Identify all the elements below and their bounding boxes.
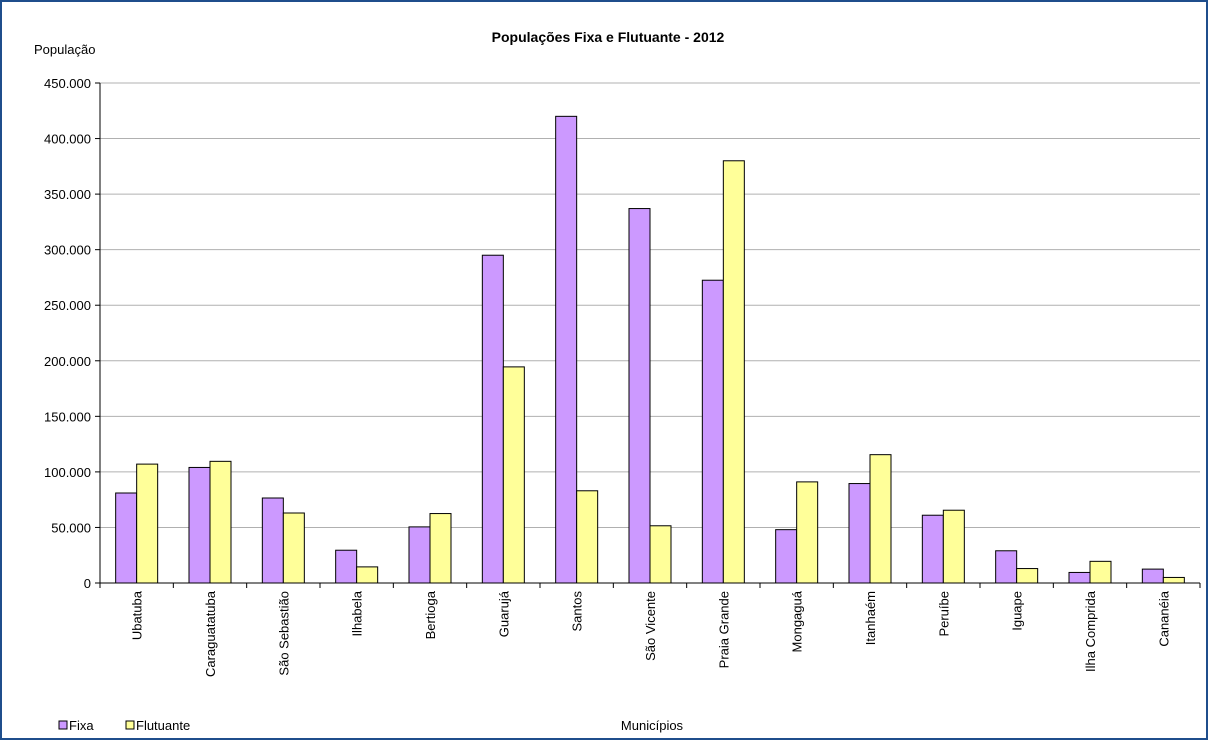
bar-fixa <box>188 466 211 584</box>
bar-fixa <box>848 483 871 584</box>
bar-fixa <box>1141 568 1164 584</box>
bar-fixa <box>921 514 944 584</box>
x-category-label: Bertioga <box>423 590 438 639</box>
bar-flutuante <box>356 566 379 584</box>
y-tick-label: 450.000 <box>44 76 91 91</box>
bar-flutuante <box>1089 560 1112 584</box>
bar-flutuante <box>502 366 525 584</box>
y-tick-label: 350.000 <box>44 187 91 202</box>
bar-fixa <box>701 279 724 584</box>
x-category-label: Cananéia <box>1156 590 1171 646</box>
bar-fixa <box>995 550 1018 584</box>
x-category-label: Itanhaém <box>863 591 878 645</box>
axes-layer: 0 50.000 100.000 150.000 200.000 250.000 300.0… <box>44 76 1201 677</box>
x-category-label: Santos <box>570 591 585 632</box>
bar-fixa <box>408 526 431 584</box>
x-category-label: Praia Grande <box>716 591 731 668</box>
y-tick-label: 100.000 <box>44 465 91 480</box>
y-tick-label: 400.000 <box>44 132 91 147</box>
bar-fixa <box>261 497 284 584</box>
x-category-label: São Sebastião <box>276 591 291 676</box>
bar-fixa <box>775 529 798 584</box>
chart-title: Populações Fixa e Flutuante - 2012 <box>492 29 725 45</box>
bar-fixa <box>1068 571 1091 584</box>
bar-fixa <box>335 549 358 584</box>
bar-flutuante <box>209 460 232 584</box>
y-tick-label: 150.000 <box>44 409 91 424</box>
x-category-label: Guarujá <box>496 590 511 637</box>
bar-flutuante <box>649 525 672 584</box>
x-category-label: Caraguatatuba <box>203 590 218 677</box>
legend-swatch-fixa <box>58 720 68 730</box>
legend: Fixa Flutuante <box>58 718 190 733</box>
bar-flutuante <box>1016 568 1039 584</box>
y-tick-label: 0 <box>84 576 91 591</box>
x-category-label: Ubatuba <box>130 590 145 640</box>
bar-fixa <box>115 492 138 584</box>
x-category-label: Ilha Comprida <box>1083 590 1098 672</box>
legend-label-flutuante: Flutuante <box>136 718 190 733</box>
bar-flutuante <box>429 513 452 584</box>
x-category-label: Mongaguá <box>790 590 805 652</box>
x-axis-title: Municípios <box>621 718 684 733</box>
bar-flutuante <box>282 512 305 584</box>
y-tick-label: 200.000 <box>44 354 91 369</box>
legend-swatch-flutuante <box>125 720 135 730</box>
bar-flutuante <box>722 160 745 584</box>
bar-flutuante <box>796 481 819 584</box>
bar-flutuante <box>869 454 892 584</box>
bars-layer <box>115 115 1185 584</box>
y-tick-label: 50.000 <box>51 520 91 535</box>
x-category-label: Iguape <box>1010 591 1025 631</box>
bar-flutuante <box>1162 576 1185 584</box>
x-category-label: São Vicente <box>643 591 658 661</box>
y-tick-label: 250.000 <box>44 298 91 313</box>
bar-flutuante <box>136 463 159 584</box>
x-category-label: Ilhabela <box>350 590 365 636</box>
bar-fixa <box>628 208 651 584</box>
y-axis-title: População <box>34 42 95 57</box>
bar-fixa <box>481 254 504 584</box>
x-category-label: Peruíbe <box>936 591 951 637</box>
y-tick-label: 300.000 <box>44 243 91 258</box>
bar-fixa <box>555 115 578 584</box>
bar-flutuante <box>576 490 599 584</box>
legend-label-fixa: Fixa <box>69 718 94 733</box>
bar-flutuante <box>942 509 965 584</box>
